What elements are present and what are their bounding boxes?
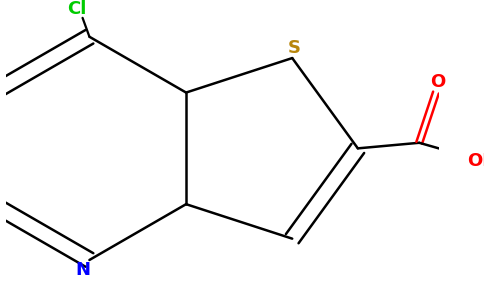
Text: S: S — [287, 39, 301, 57]
Text: Cl: Cl — [67, 0, 86, 18]
Text: O: O — [430, 73, 445, 91]
Text: N: N — [75, 261, 90, 279]
Text: OH: OH — [467, 152, 484, 170]
